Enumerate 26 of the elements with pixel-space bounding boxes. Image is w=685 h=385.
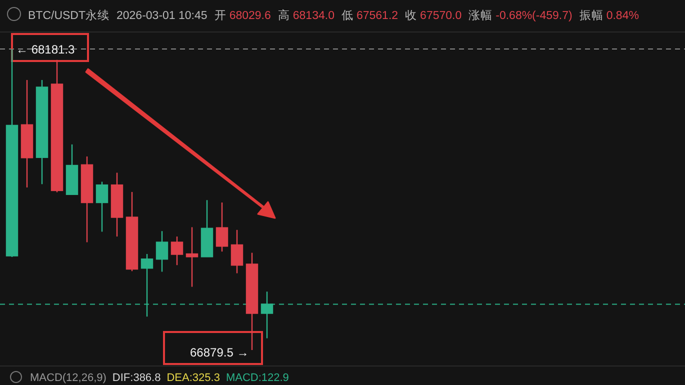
text: 67561.2 bbox=[356, 10, 398, 22]
candlestick bbox=[170, 236, 184, 266]
text: 高 bbox=[278, 8, 290, 22]
candlestick bbox=[216, 202, 228, 252]
text: MACD:122.9 bbox=[226, 372, 289, 384]
chart-title: BTC/USDT永续 bbox=[28, 8, 110, 22]
candlestick bbox=[156, 230, 168, 272]
text: 开 bbox=[214, 9, 226, 22]
text: 0.84% bbox=[606, 10, 639, 22]
annotation: ← 68181.3 bbox=[16, 42, 76, 56]
annotation: 66879.5 → bbox=[190, 346, 249, 360]
candlestick bbox=[96, 181, 108, 232]
text: -0.68%(-459.7) bbox=[496, 10, 572, 22]
text: 67570.0 bbox=[420, 10, 462, 22]
candlestick bbox=[230, 229, 244, 274]
text: 收 bbox=[405, 9, 418, 22]
text: 低 bbox=[341, 9, 354, 22]
text: MACD(12,26,9) bbox=[30, 372, 106, 384]
text: 涨幅 bbox=[468, 9, 493, 22]
text: 振幅 bbox=[579, 9, 604, 22]
text: DEA:325.3 bbox=[166, 372, 220, 384]
text: 68029.6 bbox=[229, 10, 271, 22]
candlestick bbox=[186, 226, 198, 288]
text: 68134.0 bbox=[292, 10, 334, 22]
text: 2026-03-01 10:45 bbox=[116, 10, 208, 22]
text: DIF:386.8 bbox=[112, 372, 161, 384]
